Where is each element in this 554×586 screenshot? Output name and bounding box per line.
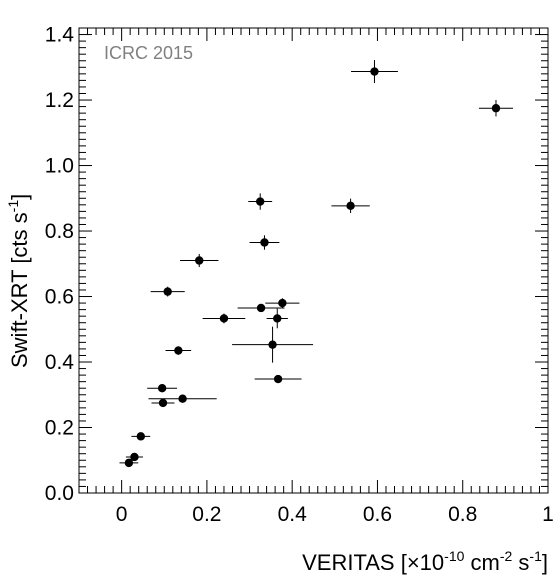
- data-point-group: [180, 253, 219, 268]
- data-point-group: [265, 298, 300, 308]
- y-tick-label: 1.0: [45, 155, 74, 178]
- data-point: [273, 314, 282, 323]
- data-point: [163, 287, 172, 296]
- y-tick-label: 1.2: [45, 89, 74, 112]
- data-point-group: [351, 60, 398, 84]
- data-point: [278, 298, 287, 308]
- x-tick-label: 0.4: [278, 503, 308, 526]
- y-tick-label: 0.2: [45, 417, 74, 440]
- data-point: [370, 67, 379, 76]
- data-point-group: [165, 346, 192, 355]
- data-point: [256, 197, 265, 206]
- data-point-group: [151, 398, 175, 408]
- y-tick-label: 1.4: [45, 24, 75, 47]
- data-point: [256, 303, 266, 313]
- data-point-group: [248, 193, 273, 210]
- data-point: [273, 374, 283, 384]
- data-point: [130, 452, 139, 462]
- data-point: [124, 458, 134, 468]
- y-axis-title: Swift-XRT [cts s-1]: [5, 194, 32, 368]
- data-point-group: [237, 303, 285, 313]
- data-point-group: [254, 374, 302, 384]
- data-point-group: [478, 100, 514, 117]
- x-tick-label: 0.8: [448, 503, 477, 526]
- plot-frame: [78, 27, 549, 494]
- y-tick-label: 0.0: [45, 482, 74, 505]
- annotation-label: ICRC 2015: [104, 43, 193, 63]
- y-tick-label: 0.8: [45, 220, 74, 243]
- x-tick-label: 0.2: [192, 503, 221, 526]
- data-point: [158, 398, 168, 408]
- data-point: [260, 238, 269, 247]
- data-point: [268, 340, 277, 349]
- data-point: [195, 256, 204, 265]
- x-axis-title: VERITAS [×10-10 cm-2 s-1]: [302, 548, 548, 575]
- data-point-group: [202, 313, 246, 324]
- data-point-group: [266, 308, 288, 329]
- data-point-group: [249, 235, 280, 250]
- data-point: [178, 394, 187, 403]
- data-point: [157, 384, 167, 393]
- data-point: [219, 314, 229, 323]
- data-point-group: [331, 198, 370, 214]
- data-point-group: [119, 458, 139, 468]
- y-tick-label: 0.6: [45, 286, 74, 309]
- data-point: [346, 201, 355, 211]
- data-point-group: [125, 452, 143, 462]
- x-tick-label: 1: [542, 503, 554, 526]
- data-point-group: [150, 286, 185, 297]
- y-tick-label: 0.4: [45, 351, 75, 374]
- data-point-group: [131, 432, 151, 441]
- x-tick-label: 0.6: [363, 503, 392, 526]
- x-tick-label: 0: [116, 503, 128, 526]
- data-point: [491, 104, 501, 113]
- data-point-group: [148, 394, 217, 403]
- data-point: [174, 346, 183, 355]
- data-point: [136, 432, 146, 441]
- data-point-group: [232, 326, 314, 363]
- data-point-group: [147, 384, 178, 393]
